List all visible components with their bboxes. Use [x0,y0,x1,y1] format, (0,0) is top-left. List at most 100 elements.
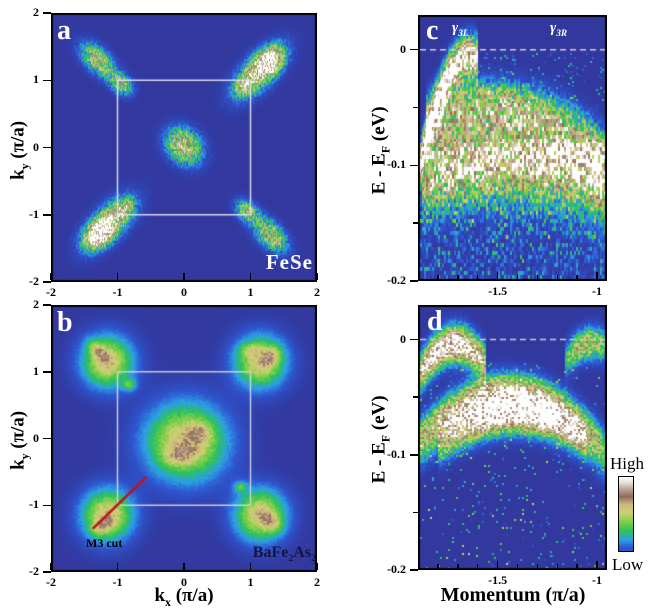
y-tick [43,371,51,373]
x-tick [183,563,185,570]
x-minor-tick [516,274,519,279]
y-minor-tick [413,222,418,224]
x-minor-tick [437,274,439,279]
panel-d-x-axis-title: Momentum (π/a) [440,584,586,606]
y-tick-label: -0.2 [387,562,406,576]
y-tick [43,504,51,506]
x-minor-tick [476,563,479,568]
x-tick-label: -1.5 [488,573,508,587]
x-minor-tick [476,274,479,279]
x-tick [50,563,52,570]
y-tick-label: 2 [33,5,39,19]
colorbar-low-label: Low [612,555,644,574]
panel-b-heatmap [51,305,317,572]
x-tick-label: 0 [181,285,187,299]
panel-a-heatmap [51,13,317,282]
y-tick-label: 1 [33,72,39,87]
x-tick [249,273,252,280]
panel-d-y-axis-title: E - EF (eV) [368,395,393,484]
x-tick-label: 2 [314,575,320,589]
y-tick-label: 0 [33,430,39,445]
panel-d-heatmap [418,305,607,570]
gamma-3r-label: γ3R [550,20,568,39]
x-minor-tick [516,563,519,568]
y-minor-tick [413,106,418,109]
x-tick [316,273,318,280]
y-tick-label: -1 [29,497,39,512]
x-tick-label: -1 [592,284,603,298]
x-minor-tick [457,563,459,568]
y-tick [43,214,51,216]
x-minor-tick [576,274,578,279]
x-tick-label: -2 [46,575,56,589]
panel-c-y-axis-title: E - EF (eV) [368,106,393,195]
x-minor-tick [536,274,539,279]
y-minor-tick [413,511,418,514]
x-tick [249,563,252,570]
x-tick-label: -1 [592,573,603,587]
panel-b-y-axis-title: ky (π/a) [7,410,32,470]
y-tick [43,146,51,149]
x-tick [116,273,119,280]
panel-label-a: a [57,15,71,46]
y-tick-label: 0 [400,41,406,56]
x-tick-label: 1 [247,575,254,589]
y-tick-label: -2 [29,564,39,578]
panel-a-y-axis-title: ky (π/a) [7,120,32,180]
x-tick [316,563,318,570]
y-tick [410,48,418,51]
y-tick [43,281,51,283]
y-tick-label: -2 [29,274,39,288]
y-tick-label: -1 [29,206,39,221]
m3-cut-label: M3 cut [86,536,123,550]
y-tick [43,79,51,81]
y-tick-label: -0.2 [387,273,406,287]
y-minor-tick [413,396,418,398]
y-tick [43,12,51,14]
y-tick-label: 2 [33,297,39,311]
sample-label-fese: FeSe [265,250,313,274]
x-minor-tick [437,563,439,568]
x-tick [50,273,52,280]
x-minor-tick [576,563,578,568]
y-tick [410,569,418,571]
panel-c-heatmap [418,15,607,281]
x-tick [116,563,119,570]
x-tick [596,272,598,279]
y-tick [410,280,418,282]
x-minor-tick [536,563,539,568]
x-minor-tick [556,274,558,279]
y-tick-label: -0.1 [387,157,406,172]
sample-label-bafe2as2: BaFe2As2 [252,544,316,565]
panel-label-b: b [57,307,73,338]
x-tick-label: -1 [112,575,123,589]
x-tick [496,272,499,279]
y-tick-label: 1 [33,363,39,378]
x-minor-tick [457,274,459,279]
y-tick [410,338,418,341]
y-tick [410,454,418,456]
y-tick [410,164,418,167]
x-tick-label: -1 [112,285,123,299]
panel-b-x-axis-title: kx (π/a) [154,585,214,609]
x-tick [496,561,499,568]
y-tick [43,437,51,440]
x-tick [596,561,598,568]
y-tick-label: 0 [400,331,406,346]
y-tick-label: 0 [33,139,39,154]
x-tick-label: 1 [247,285,254,299]
colorbar [618,476,634,552]
x-tick [183,273,185,280]
x-tick-label: 2 [314,285,320,299]
y-tick [43,571,51,573]
panel-label-d: d [427,306,443,337]
x-tick-label: -1.5 [488,284,508,298]
colorbar-high-label: High [610,454,644,473]
x-tick-label: 0 [181,575,187,589]
panel-label-c: c [426,15,439,46]
x-minor-tick [556,563,558,568]
gamma-3l-label: γ3L [452,20,469,39]
y-tick-label: -0.1 [387,446,406,461]
y-tick [43,304,51,306]
